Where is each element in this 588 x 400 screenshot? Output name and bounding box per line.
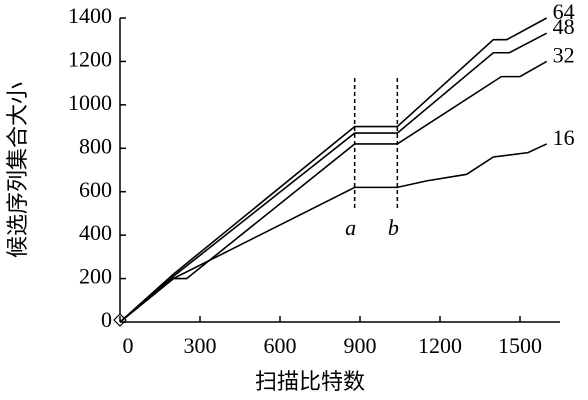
series-line — [119, 143, 548, 323]
series-line — [119, 17, 548, 323]
y-tick-label: 800 — [79, 133, 112, 158]
annotation: a — [345, 215, 356, 240]
x-tick-label: 1200 — [418, 333, 462, 358]
y-tick-label: 0 — [101, 307, 112, 332]
series-label: 64 — [553, 0, 575, 24]
y-tick-label: 200 — [79, 264, 112, 289]
x-tick-label: 0 — [123, 333, 134, 358]
series-line — [119, 32, 548, 323]
x-tick-label: 300 — [184, 333, 217, 358]
annotation: b — [388, 215, 399, 240]
y-tick-label: 1200 — [68, 46, 112, 71]
series-label: 48 — [553, 14, 575, 39]
x-axis-label: 扫描比特数 — [255, 369, 365, 394]
series-label: 32 — [553, 42, 575, 67]
y-tick-label: 400 — [79, 220, 112, 245]
y-axis-label: 候选序列集合大小 — [5, 82, 30, 258]
y-tick-label: 600 — [79, 177, 112, 202]
series-label: 16 — [553, 125, 575, 150]
series-line — [119, 60, 548, 323]
y-tick-label: 1000 — [68, 90, 112, 115]
axes — [119, 18, 560, 323]
x-tick-label: 1500 — [498, 333, 542, 358]
x-tick-label: 900 — [344, 333, 377, 358]
y-tick-label: 1400 — [68, 3, 112, 28]
x-tick-label: 600 — [264, 333, 297, 358]
